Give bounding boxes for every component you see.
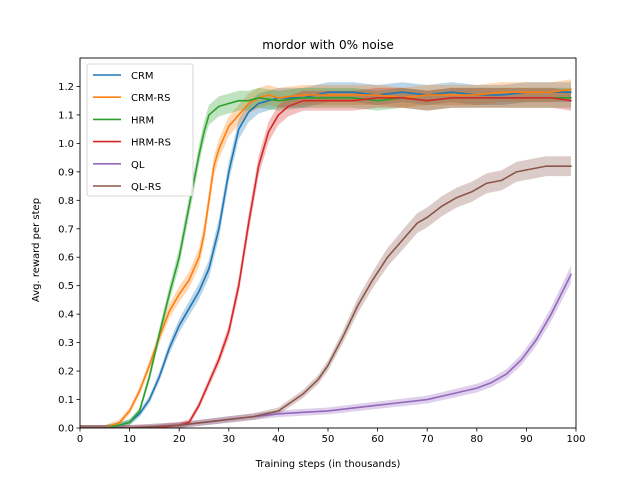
series-line-crm bbox=[80, 91, 572, 428]
y-tick-label: 1.1 bbox=[58, 110, 74, 121]
legend-label-crm-rs: CRM-RS bbox=[131, 93, 170, 104]
x-tick-label: 30 bbox=[222, 434, 235, 445]
legend-label-hrm: HRM bbox=[131, 115, 154, 126]
y-tick-label: 0.8 bbox=[58, 196, 74, 207]
x-tick-label: 10 bbox=[123, 434, 136, 445]
y-tick-label: 0.5 bbox=[58, 281, 74, 292]
series-line-crm-rs bbox=[80, 88, 572, 428]
y-tick-label: 1.0 bbox=[58, 139, 74, 150]
series-lines bbox=[80, 88, 572, 428]
y-tick-label: 0.7 bbox=[58, 224, 74, 235]
chart-title: mordor with 0% noise bbox=[262, 38, 394, 52]
axes: 0 10 20 30 40 50 60 70 80 90 100 0.0 0.1 0.2 0.3 0.4 0.5… bbox=[58, 57, 586, 445]
legend-label-ql: QL bbox=[131, 160, 145, 171]
x-tick-label: 0 bbox=[77, 434, 83, 445]
y-tick-label: 0.9 bbox=[58, 167, 74, 178]
x-tick-label: 70 bbox=[421, 434, 434, 445]
legend-box bbox=[86, 63, 194, 197]
y-tick-label: 0.3 bbox=[58, 338, 74, 349]
x-tick-label: 20 bbox=[173, 434, 186, 445]
x-tick-label: 80 bbox=[470, 434, 483, 445]
legend-label-hrm-rs: HRM-RS bbox=[131, 138, 171, 149]
x-tick-label: 100 bbox=[566, 434, 585, 445]
y-tick-label: 0.4 bbox=[58, 310, 74, 321]
band-ql bbox=[80, 265, 572, 428]
series-line-hrm-rs bbox=[80, 97, 572, 428]
series-line-ql-rs bbox=[80, 165, 572, 428]
y-tick-label: 0.0 bbox=[58, 424, 74, 435]
band-ql-rs bbox=[80, 156, 572, 428]
x-axis-label: Training steps (in thousands) bbox=[255, 459, 401, 470]
y-tick-label: 0.6 bbox=[58, 253, 74, 264]
x-tick-label: 40 bbox=[272, 434, 285, 445]
legend-label-ql-rs: QL-RS bbox=[131, 182, 161, 193]
legend-label-crm: CRM bbox=[131, 71, 154, 82]
x-tick-label: 90 bbox=[520, 434, 533, 445]
legend: CRM CRM-RS HRM HRM-RS QL QL-RS bbox=[86, 63, 194, 197]
y-axis-label: Avg. reward per step bbox=[31, 198, 42, 302]
y-tick-label: 0.1 bbox=[58, 395, 74, 406]
y-tick-label: 0.2 bbox=[58, 367, 74, 378]
y-tick-label: 1.2 bbox=[58, 82, 74, 93]
x-tick-label: 60 bbox=[371, 434, 384, 445]
x-tick-label: 50 bbox=[322, 434, 335, 445]
